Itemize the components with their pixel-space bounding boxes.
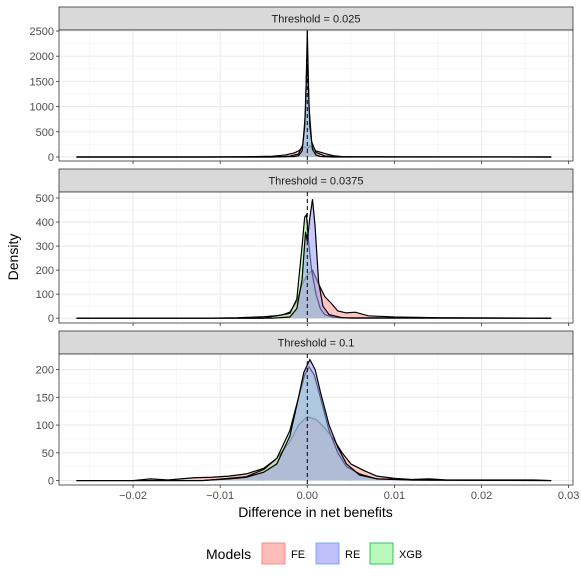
x-tick-label: −0.01 bbox=[206, 490, 234, 502]
y-tick-label: 200 bbox=[36, 365, 54, 377]
y-tick-label: 1500 bbox=[30, 76, 54, 88]
y-tick-label: 0 bbox=[48, 313, 54, 325]
legend-label: RE bbox=[345, 549, 360, 561]
y-tick-label: 200 bbox=[36, 265, 54, 277]
facet-strip-label: Threshold = 0.1 bbox=[278, 338, 355, 350]
y-tick-label: 50 bbox=[42, 448, 54, 460]
legend-label: FE bbox=[291, 549, 305, 561]
density-series bbox=[76, 30, 552, 158]
y-tick-label: 400 bbox=[36, 217, 54, 229]
panel-border bbox=[58, 353, 574, 486]
y-tick-label: 0 bbox=[48, 152, 54, 164]
legend-item-xgb: XGB bbox=[369, 542, 422, 565]
y-tick-label: 1000 bbox=[30, 102, 54, 114]
x-tick-label: 0.03 bbox=[558, 490, 579, 502]
density-series bbox=[76, 358, 552, 482]
y-tick-label: 2500 bbox=[30, 26, 54, 38]
legend-item-re: RE bbox=[315, 542, 360, 565]
y-tick-label: 0 bbox=[48, 476, 54, 488]
legend-key-xgb bbox=[369, 542, 394, 565]
facet-panel-3: Threshold = 0.1 0 50 100 150 200 bbox=[36, 330, 574, 488]
x-axis-title: Difference in net benefits bbox=[238, 504, 393, 520]
facet-panel-1: Threshold = 0.025 0 500 1000 1500 2000 2500 bbox=[30, 6, 574, 164]
legend-title: Models bbox=[206, 546, 251, 562]
y-tick-label: 100 bbox=[36, 420, 54, 432]
legend-label: XGB bbox=[399, 549, 422, 561]
y-tick-label: 500 bbox=[36, 127, 54, 139]
y-axis-title: Density bbox=[5, 234, 21, 281]
x-tick-label: 0.02 bbox=[471, 490, 492, 502]
y-tick-label: 100 bbox=[36, 289, 54, 301]
legend-key-re bbox=[315, 542, 340, 565]
facet-panels: Threshold = 0.02505001000150020002500Thr… bbox=[30, 6, 574, 488]
density-line-re bbox=[76, 63, 552, 158]
density-area-re bbox=[76, 199, 552, 319]
y-axis: 0 50 100 150 200 bbox=[36, 365, 59, 488]
facet-strip-label: Threshold = 0.0375 bbox=[268, 176, 363, 188]
density-line-re bbox=[76, 358, 552, 482]
x-axis: −0.02 −0.01 0.00 0.01 0.02 0.03 bbox=[119, 490, 579, 502]
density-area-re bbox=[76, 359, 552, 481]
y-axis: 0 500 1000 1500 2000 2500 bbox=[30, 26, 59, 164]
panel-background bbox=[59, 30, 573, 161]
legend-key-fe bbox=[261, 542, 286, 565]
facet-strip-label: Threshold = 0.025 bbox=[272, 14, 361, 26]
y-axis: 0 100 200 300 400 500 bbox=[36, 193, 59, 325]
facet-panel-2: Threshold = 0.0375 0 100 200 300 400 500 bbox=[36, 168, 574, 326]
x-tick-label: 0.01 bbox=[384, 490, 405, 502]
x-tick-label: 0.00 bbox=[297, 490, 318, 502]
y-tick-label: 300 bbox=[36, 241, 54, 253]
density-series bbox=[76, 199, 552, 319]
panel-border bbox=[58, 29, 574, 162]
x-tick-label: −0.02 bbox=[119, 490, 147, 502]
density-line-re bbox=[76, 199, 552, 319]
panel-border bbox=[58, 191, 574, 324]
y-tick-label: 2000 bbox=[30, 51, 54, 63]
y-tick-label: 500 bbox=[36, 193, 54, 205]
y-tick-label: 150 bbox=[36, 392, 54, 404]
legend: Models FE RE XGB bbox=[206, 542, 422, 565]
legend-item-fe: FE bbox=[261, 542, 305, 565]
